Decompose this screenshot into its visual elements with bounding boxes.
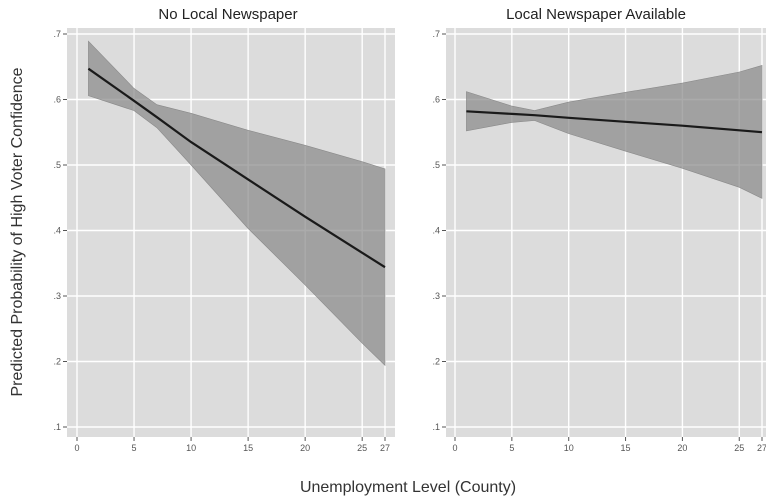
predicted-probability-line	[87, 67, 386, 269]
x-tick-label: 15	[243, 443, 253, 453]
x-tick-label: 10	[564, 443, 574, 453]
panel-title-no-local-newspaper: No Local Newspaper	[158, 6, 297, 23]
x-tick-label: 15	[621, 443, 631, 453]
panel-no-local-newspaper: .1 .2 .3 .4 .5 .6 .7 0 5 10 15 20 25 27 No Local Newsp…	[53, 6, 395, 453]
x-tick-label: 5	[132, 443, 137, 453]
predicted-probability-line	[466, 110, 763, 134]
y-tick-label: .4	[53, 226, 61, 236]
x-tick-label: 20	[300, 443, 310, 453]
y-tick-label: .2	[432, 357, 440, 367]
y-tick-label: .1	[432, 422, 440, 432]
panel-local-newspaper-available: .1 .2 .3 .4 .5 .6 .7 0 5 10 15 20 25 27 Local Newspape…	[432, 6, 766, 453]
y-tick-label: .5	[53, 160, 61, 170]
confidence-band	[466, 65, 763, 199]
y-tick-label: .4	[432, 226, 440, 236]
y-tick-label: .6	[53, 95, 61, 105]
x-tick-label: 27	[757, 443, 766, 453]
y-tick-label: .5	[432, 160, 440, 170]
x-tick-label: 25	[734, 443, 744, 453]
x-tick-label: 25	[357, 443, 367, 453]
y-axis-label: Predicted Probability of High Voter Conf…	[9, 67, 26, 396]
y-tick-label: .3	[432, 291, 440, 301]
y-tick-label: .7	[53, 29, 61, 39]
y-tick-label: .7	[432, 29, 440, 39]
x-tick-label: 20	[677, 443, 687, 453]
x-tick-label: 5	[509, 443, 514, 453]
x-tick-label: 27	[380, 443, 390, 453]
x-tick-label: 0	[452, 443, 457, 453]
x-tick-label: 0	[74, 443, 79, 453]
y-tick-label: .2	[53, 357, 61, 367]
panel-title-local-newspaper-available: Local Newspaper Available	[506, 6, 686, 23]
y-tick-label: .3	[53, 291, 61, 301]
x-tick-label: 10	[186, 443, 196, 453]
x-axis-label: Unemployment Level (County)	[300, 479, 516, 496]
y-tick-label: .1	[53, 422, 61, 432]
y-tick-label: .6	[432, 95, 440, 105]
